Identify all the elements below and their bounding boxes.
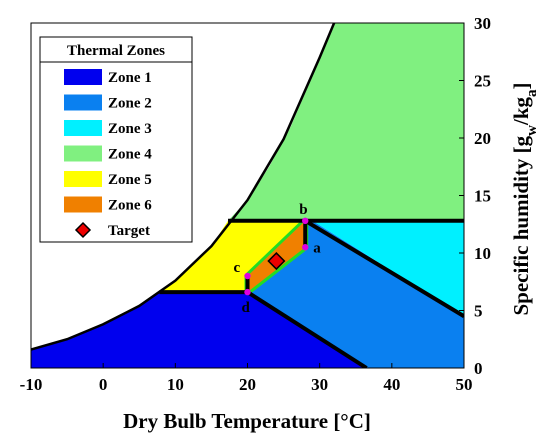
- legend-swatch-zone-3: [64, 120, 102, 136]
- point-c: [244, 272, 251, 280]
- legend-entries: Zone 1 Zone 2 Zone 3 Zone 4 Zone 5 Zone 6 Targ…: [64, 69, 152, 239]
- legend-label-zone-1: Zone 1: [108, 70, 152, 86]
- legend-title: Thermal Zones: [67, 43, 165, 59]
- zone-zone-2: [247, 220, 464, 368]
- y-tick-label: 5: [474, 302, 483, 321]
- saturation-curve: [31, 23, 336, 351]
- legend-swatch-zone-2: [64, 94, 102, 111]
- x-axis-label: Dry Bulb Temperature [°C]: [123, 409, 371, 433]
- x-tick-label: 20: [239, 375, 256, 394]
- legend-label-target: Target: [108, 223, 150, 239]
- y-axis-label-main: Specific humidity [g: [509, 135, 533, 315]
- y-axis-label: Specific humidity [gw/kga]: [509, 82, 540, 315]
- boundary-line-2: [246, 290, 368, 368]
- target-marker: [267, 251, 286, 271]
- legend-swatch-zone-1: [64, 69, 102, 85]
- zone-zone-4: [228, 23, 464, 221]
- y-axis-label-sub2: a: [524, 89, 540, 97]
- zone-zone-5: [159, 220, 306, 293]
- x-tick-label: 0: [99, 375, 108, 394]
- y-tick-label: 30: [474, 14, 491, 33]
- y-tick-label: 25: [474, 72, 491, 91]
- legend-label-zone-2: Zone 2: [108, 96, 152, 112]
- point-label-c: c: [234, 260, 241, 276]
- legend-label-zone-4: Zone 4: [108, 147, 152, 163]
- point-d: [244, 288, 251, 296]
- x-tick-label: 30: [311, 375, 328, 394]
- legend-label-zone-5: Zone 5: [108, 172, 152, 188]
- point-a: [302, 244, 309, 251]
- y-axis-label-mid: /kg: [509, 96, 533, 126]
- legend-swatch-zone-4: [64, 145, 102, 162]
- y-tick-label: 15: [474, 187, 491, 206]
- legend-label-zone-6: Zone 6: [108, 198, 152, 214]
- legend-swatch-zone-5: [64, 171, 102, 187]
- point-label-b: b: [299, 202, 307, 218]
- points-layer: a b c d: [234, 202, 322, 316]
- point-label-a: a: [313, 240, 321, 256]
- y-tick-label: 0: [474, 359, 483, 378]
- boundary-lines-layer: [31, 23, 464, 368]
- x-tick-label: 50: [456, 375, 473, 394]
- y-tick-label: 10: [474, 244, 491, 263]
- point-label-d: d: [242, 300, 251, 316]
- legend-swatch-target: [74, 221, 92, 239]
- y-axis-label-sub1: w: [524, 125, 540, 136]
- legend-swatch-zone-6: [64, 196, 102, 213]
- x-tick-label: -10: [20, 375, 43, 394]
- y-axis-label-end: ]: [509, 82, 533, 89]
- x-tick-label: 10: [167, 375, 184, 394]
- legend-label-zone-3: Zone 3: [108, 121, 152, 137]
- point-b: [302, 217, 309, 224]
- boundary-line-4: [304, 219, 464, 318]
- x-tick-label: 40: [383, 375, 400, 394]
- y-tick-label: 20: [474, 129, 491, 148]
- zone-zone-1: [31, 292, 464, 368]
